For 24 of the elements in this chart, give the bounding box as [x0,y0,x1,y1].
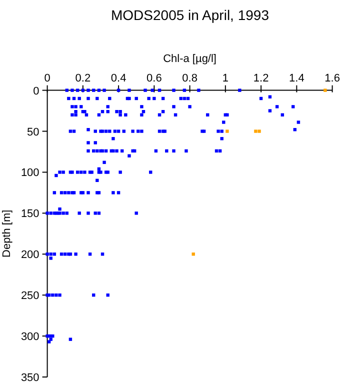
y-axis-title: Depth [m] [1,210,13,258]
x-tick-label: 0.6 [146,72,162,84]
x-tick-label: 0 [44,72,50,84]
x-tick-label: 1 [222,72,228,84]
x-tick-label: 0.4 [110,72,126,84]
point [226,130,229,133]
x-tick-label: 0.2 [75,72,91,84]
x-tick-label: 1.4 [289,72,304,84]
x-tick-label: 0.8 [182,72,198,84]
y-tick-label: 250 [20,290,40,302]
x-tick-label: 1.2 [253,72,269,84]
point [254,130,258,133]
y-tick-label: 300 [20,331,40,344]
y-tick-label: 0 [33,85,40,98]
y-tick-label: 350 [20,372,40,384]
y-tick-label: 150 [20,208,40,220]
x-axis-title: Chl-a [µg/l] [163,53,217,65]
y-tick-label: 50 [27,126,40,138]
x-tick-label: 1.6 [324,72,340,84]
point [324,88,327,92]
point [258,130,261,133]
y-tick-label: 200 [20,249,40,262]
y-tick-label: 100 [20,167,40,180]
chart-title: MODS2005 in April, 1993 [111,7,270,23]
